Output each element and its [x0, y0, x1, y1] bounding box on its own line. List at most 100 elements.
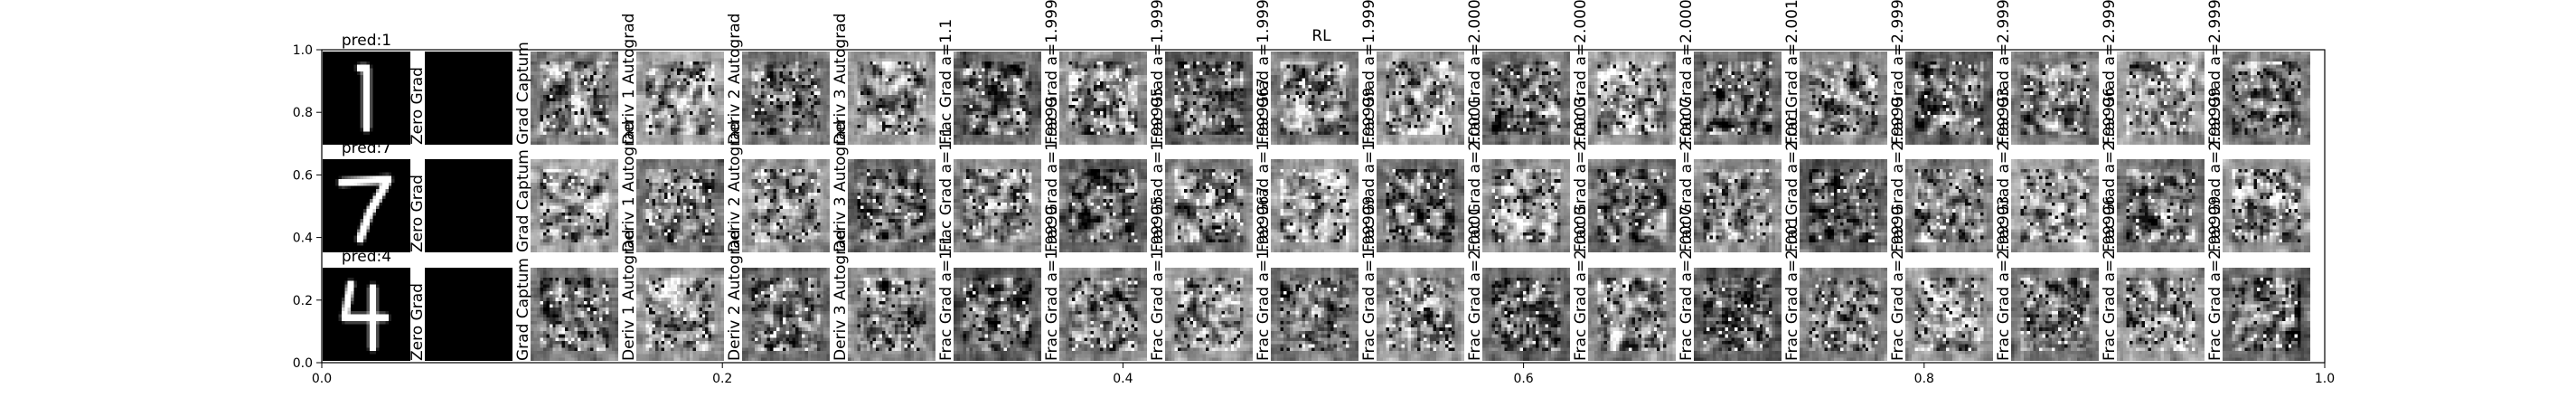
panel-label: Grad Captum — [514, 258, 532, 361]
panel-label: Zero Grad — [409, 67, 427, 145]
attribution-map — [2011, 52, 2099, 145]
prediction-label: pred:1 — [342, 32, 391, 50]
panel-label: Frac Grad a=2.0001 — [1466, 205, 1484, 361]
digit-image — [323, 268, 410, 361]
panel-label: Frac Grad a=2.001 — [1783, 215, 1801, 361]
panel-label: Frac Grad a=1.9999 — [1043, 0, 1061, 145]
y-tick-label: 1.0 — [293, 43, 313, 58]
panel-label: Frac Grad a=1.99995 — [1149, 0, 1167, 145]
panel-label: Frac Grad a=2.9999 — [1889, 205, 1907, 361]
attribution-map — [425, 52, 512, 145]
attribution-map — [1377, 268, 1464, 361]
panel-label: Frac Grad a=2.001 — [1783, 107, 1801, 252]
attribution-map — [1800, 159, 1887, 252]
image-grid — [323, 52, 2310, 361]
panel-labels: pred:1 Zero Grad Grad Captum Deriv 1 Autogr… — [342, 0, 2224, 361]
panel-label: Zero Grad — [409, 283, 427, 361]
attribution-map — [1482, 268, 1570, 361]
panel-label: Frac Grad a=1.999967 — [1255, 0, 1273, 145]
y-tick-label: 0.6 — [293, 168, 313, 183]
attribution-map — [1800, 268, 1887, 361]
attribution-map — [531, 52, 618, 145]
panel-label: Frac Grad a=2.0003 — [1572, 97, 1590, 252]
panel-label: Deriv 1 Autograd — [620, 230, 638, 361]
attribution-map — [742, 268, 830, 361]
panel-label: Deriv 2 Autograd — [726, 14, 744, 145]
attribution-map — [425, 159, 512, 252]
attribution-map — [1165, 159, 1253, 252]
x-tick-label: 0.4 — [1113, 372, 1133, 386]
attribution-map — [2117, 52, 2205, 145]
attribution-map — [1588, 52, 1676, 145]
x-tick-label: 0.8 — [1914, 372, 1934, 386]
panel-label: Deriv 2 Autograd — [726, 230, 744, 361]
panel-label: Frac Grad a=1.99999 — [1360, 196, 1378, 361]
panel-label: Deriv 1 Autograd — [620, 14, 638, 145]
panel-label: Deriv 2 Autograd — [726, 121, 744, 252]
panel-label: Frac Grad a=2.99996 — [2101, 88, 2119, 252]
attribution-map — [1905, 52, 1993, 145]
attribution-map — [954, 268, 1041, 361]
attribution-map — [1059, 268, 1147, 361]
x-tick-label: 1.0 — [2315, 372, 2335, 386]
attribution-map — [1271, 268, 1359, 361]
attribution-map — [848, 268, 935, 361]
attribution-map — [1800, 52, 1887, 145]
figure-title: RL — [1312, 27, 1331, 45]
attribution-map — [636, 268, 724, 361]
y-axis: 0.0 0.2 0.4 0.6 0.8 1.0 — [293, 43, 322, 371]
panel-label: Frac Grad a=2.001 — [1783, 0, 1801, 145]
attribution-map — [2117, 159, 2205, 252]
attribution-map — [954, 159, 1041, 252]
panel-label: Frac Grad a=2.0003 — [1572, 0, 1590, 145]
panel-label: Frac Grad a=2.99999 — [2206, 88, 2224, 252]
panel-label: Frac Grad a=1.99999 — [1360, 88, 1378, 252]
attribution-map — [531, 159, 618, 252]
attribution-map — [1165, 52, 1253, 145]
attribution-map — [425, 268, 512, 361]
attribution-map — [1377, 52, 1464, 145]
attribution-map — [2223, 268, 2310, 361]
attribution-map — [1377, 159, 1464, 252]
prediction-label: pred:7 — [342, 139, 391, 157]
panel-label: Frac Grad a=1.999967 — [1255, 186, 1273, 361]
panel-label: Frac Grad a=2.0007 — [1678, 97, 1696, 252]
attribution-map — [2223, 159, 2310, 252]
y-tick-label: 0.4 — [293, 232, 313, 246]
attribution-map — [1482, 52, 1570, 145]
attribution-map — [1271, 159, 1359, 252]
panel-label: Frac Grad a=1.1 — [937, 235, 955, 361]
panel-label: Frac Grad a=1.99999 — [1360, 0, 1378, 145]
digit-image — [323, 159, 410, 252]
panel-label: Grad Captum — [514, 42, 532, 145]
attribution-map — [848, 52, 935, 145]
attribution-map — [954, 52, 1041, 145]
attribution-map — [1694, 52, 1782, 145]
panel-label: Grad Captum — [514, 149, 532, 252]
panel-label: Frac Grad a=2.99996 — [2101, 196, 2119, 361]
panel-label: Frac Grad a=1.9999 — [1043, 97, 1061, 252]
panel-label: Frac Grad a=2.99993 — [1995, 88, 2013, 252]
attribution-map — [1588, 159, 1676, 252]
y-tick-label: 0.8 — [293, 106, 313, 120]
panel-label: Frac Grad a=2.99999 — [2206, 0, 2224, 145]
attribution-map — [2011, 268, 2099, 361]
panel-label: Frac Grad a=2.99996 — [2101, 0, 2119, 145]
attribution-map — [1905, 268, 1993, 361]
attribution-map — [1588, 268, 1676, 361]
attribution-map — [2011, 159, 2099, 252]
attribution-map — [1059, 159, 1147, 252]
panel-label: Frac Grad a=2.0001 — [1466, 97, 1484, 252]
digit-image — [323, 52, 410, 145]
panel-label: Frac Grad a=1.99995 — [1149, 196, 1167, 361]
attribution-map — [1694, 159, 1782, 252]
attribution-map — [1905, 159, 1993, 252]
attribution-map — [742, 52, 830, 145]
panel-label: Frac Grad a=2.99993 — [1995, 0, 2013, 145]
attribution-map — [1165, 268, 1253, 361]
panel-label: Frac Grad a=2.0003 — [1572, 205, 1590, 361]
axes-frame — [321, 49, 2326, 364]
attribution-map — [636, 159, 724, 252]
attribution-map — [636, 52, 724, 145]
panel-label: Zero Grad — [409, 175, 427, 252]
